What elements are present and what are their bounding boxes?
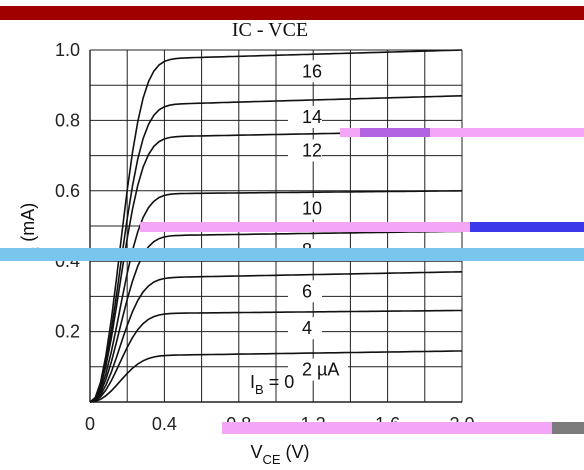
curve-label-bg — [288, 358, 348, 381]
highlight-band — [0, 248, 584, 261]
artifact-strip-middle — [140, 222, 584, 232]
x-tick-label: 0.4 — [152, 414, 177, 434]
base-current-label-main: I — [250, 372, 255, 392]
curve-label-3: 6 — [302, 281, 312, 301]
y-tick-label: 0.2 — [55, 322, 80, 342]
series-line-1 — [89, 350, 462, 403]
base-current-label-sub: B — [255, 382, 264, 397]
curve-label-5: 10 — [302, 199, 322, 219]
series-line-8 — [89, 49, 463, 403]
series-line-7 — [89, 95, 463, 403]
curve-label-bg — [288, 106, 322, 129]
curve-label-8: 16 — [302, 61, 322, 81]
artifact-block-upper — [360, 128, 430, 137]
artifact-block-middle — [470, 222, 584, 232]
series-line-4 — [89, 230, 463, 403]
base-current-label: IB = 0 — [250, 372, 294, 397]
series-line-3 — [89, 271, 463, 403]
y-axis-label-unit: (mA) — [18, 203, 38, 242]
top-accent-bar — [0, 6, 584, 20]
y-tick-label: 0.8 — [55, 110, 80, 130]
artifact-strip-bottom — [222, 422, 552, 434]
curve-label-bg — [288, 280, 322, 303]
artifact-block-bottom — [552, 422, 584, 434]
x-tick-label: 0 — [85, 414, 95, 434]
series-line-2 — [89, 309, 462, 403]
y-tick-label: 0.6 — [55, 181, 80, 201]
y-tick-label: 1.0 — [55, 40, 80, 60]
artifact-strip-upper — [340, 128, 584, 137]
x-axis-label: VCE (V) — [250, 442, 309, 467]
curve-label-bg — [288, 60, 322, 83]
curve-label-6: 12 — [302, 140, 322, 160]
chart-title: IC - VCE — [232, 19, 308, 41]
x-axis-label-unit: (V) — [286, 442, 310, 462]
curve-label-7: 14 — [302, 107, 322, 127]
curve-label-bg — [288, 197, 322, 220]
curve-label-backgrounds — [288, 60, 348, 381]
curve-label-2: 4 — [302, 318, 312, 338]
base-current-label-suffix: = 0 — [264, 372, 295, 392]
x-axis-label-sub: CE — [262, 452, 280, 467]
curve-label-bg — [288, 139, 322, 162]
curve-label-bg — [288, 317, 322, 340]
curve-label-1: 2 µA — [302, 360, 339, 380]
x-axis-label-main: V — [250, 442, 262, 462]
series-line-5 — [89, 190, 463, 403]
